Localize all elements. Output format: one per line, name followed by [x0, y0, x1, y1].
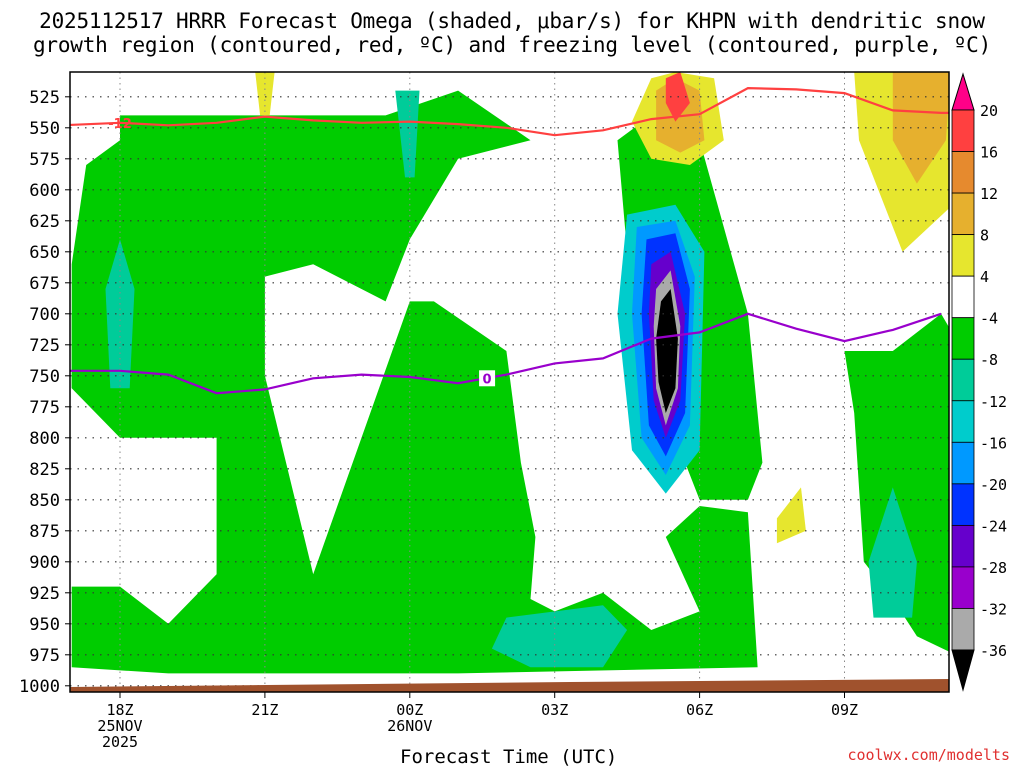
omega-region-teal-right — [868, 487, 917, 618]
colorbar-label: -24 — [980, 517, 1007, 535]
colorbar-segment — [951, 608, 975, 651]
colorbar-label: 16 — [980, 144, 998, 162]
omega-region-upward-orange-2 — [892, 72, 949, 184]
y-tick-label: 575 — [29, 150, 60, 170]
y-tick-label: 550 — [29, 119, 60, 139]
y-tick-label: 900 — [29, 553, 60, 573]
y-tick-label: 850 — [29, 491, 60, 511]
y-tick-label: 725 — [29, 336, 60, 356]
colorbar-label: -20 — [980, 476, 1007, 494]
y-tick-label: 925 — [29, 584, 60, 604]
colorbar-label: -28 — [980, 559, 1007, 577]
colorbar-label: 4 — [980, 268, 989, 286]
y-tick-label: 600 — [29, 181, 60, 201]
colorbar-label: -12 — [980, 393, 1007, 411]
colorbar-label: -36 — [980, 642, 1007, 660]
x-tick-label: 00Z — [396, 701, 423, 719]
omega-region-omega-core-6 — [656, 289, 678, 413]
colorbar-label: 8 — [980, 227, 989, 245]
x-tick-label: 21Z — [251, 701, 278, 719]
y-tick-label: 875 — [29, 522, 60, 542]
chart-title-line-2: growth region (contoured, red, ºC) and f… — [32, 33, 992, 57]
chart-title-line-1: 2025112517 HRRR Forecast Omega (shaded, … — [39, 9, 985, 33]
y-tick-label: 775 — [29, 398, 60, 418]
colorbar-segment — [951, 275, 975, 319]
colorbar-segment — [951, 358, 975, 402]
freezing-label-bg — [479, 370, 496, 387]
colorbar-label: 20 — [980, 102, 998, 120]
y-tick-label: 825 — [29, 460, 60, 480]
y-tick-label: 800 — [29, 429, 60, 449]
x-tick-label: 25NOV — [97, 717, 142, 735]
colorbar-label: -4 — [980, 310, 998, 328]
y-tick-label: 675 — [29, 274, 60, 294]
omega-region-main-green-band — [71, 90, 758, 674]
colorbar-top-arrow — [951, 72, 975, 111]
colorbar-label: -16 — [980, 434, 1007, 452]
plot-frame — [69, 71, 950, 693]
colorbar-segment — [951, 400, 975, 443]
colorbar-segment — [951, 151, 975, 194]
omega-region-teal-lower — [491, 605, 628, 668]
colorbar-label: 12 — [980, 185, 998, 203]
colorbar-segment — [951, 109, 975, 152]
freezing-contour-label: 0 — [483, 372, 492, 387]
dgz-contour-label: -12 — [108, 117, 132, 132]
x-tick-label: 26NOV — [387, 717, 432, 735]
colorbar-segment — [951, 317, 975, 360]
colorbar-bottom-arrow — [951, 649, 975, 692]
y-tick-label: 625 — [29, 212, 60, 232]
y-tick-label: 750 — [29, 367, 60, 387]
colorbar-segment — [951, 234, 975, 277]
freezing-level-contour-line — [70, 312, 942, 395]
x-tick-label: 06Z — [686, 701, 713, 719]
source-credit[interactable]: coolwx.com/modelts — [847, 746, 1010, 764]
ground-surface — [70, 679, 949, 692]
y-tick-label: 975 — [29, 646, 60, 666]
colorbar-segment — [951, 192, 975, 236]
y-tick-label: 950 — [29, 615, 60, 635]
x-tick-label: 09Z — [831, 701, 858, 719]
colorbar-segment — [951, 483, 975, 526]
colorbar-label: -32 — [980, 600, 1007, 618]
y-tick-label: 525 — [29, 88, 60, 108]
colorbar-segment — [951, 566, 975, 609]
omega-region-upward-yellow-4 — [776, 487, 806, 544]
colorbar-segment — [951, 524, 975, 568]
omega-region-teal-top — [395, 90, 420, 178]
x-tick-label: 2025 — [102, 733, 138, 751]
omega-region-teal-cells — [105, 239, 135, 389]
omega-region-upward-yellow-3 — [255, 72, 275, 116]
dgz-contour-line — [70, 86, 949, 137]
colorbar-label: -8 — [980, 351, 998, 369]
y-tick-label: 700 — [29, 305, 60, 325]
y-tick-label: 650 — [29, 243, 60, 263]
x-tick-label: 18Z — [106, 701, 133, 719]
colorbar-segment — [951, 441, 975, 485]
x-tick-label: 03Z — [541, 701, 568, 719]
y-tick-label: 1000 — [19, 677, 60, 697]
x-axis-label: Forecast Time (UTC) — [400, 746, 618, 768]
